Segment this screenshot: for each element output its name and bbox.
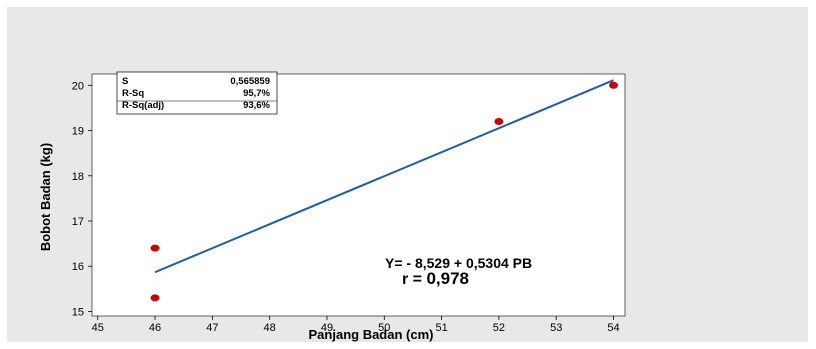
stat-value-rsq-adj: 93,6% [243, 100, 270, 111]
regression-line [154, 79, 614, 274]
x-tick-label: 47 [206, 322, 218, 334]
x-tick-label: 49 [321, 322, 333, 334]
x-tick-label: 51 [435, 322, 447, 334]
x-tick-label: 50 [378, 322, 390, 334]
y-tick-label: 15 [72, 306, 84, 318]
data-point [494, 117, 504, 125]
chart-figure: 45 46 47 48 49 50 51 52 53 54 15 16 17 18 19 20 Panjan… [7, 7, 808, 342]
x-tick-label: 48 [264, 322, 276, 334]
y-axis-title: Bobot Badan (kg) [38, 143, 53, 251]
stats-table-border [116, 71, 278, 115]
y-tick-label: 18 [72, 171, 84, 183]
x-tick-label: 45 [92, 322, 104, 334]
r-value: 0,978 [426, 269, 469, 288]
x-tick-label: 54 [607, 322, 619, 334]
x-tick-label: 46 [149, 322, 161, 334]
regression-equation: Y= - 8,529 + 0,5304 PB [385, 255, 532, 271]
correlation-coefficient: r = 0,978 [402, 269, 469, 288]
y-tick-label: 16 [72, 261, 84, 273]
data-point [609, 81, 619, 89]
x-tick-label: 52 [493, 322, 505, 334]
stat-label-s: S [122, 76, 128, 87]
scatter-chart: 45 46 47 48 49 50 51 52 53 54 15 16 17 18 19 20 Panjan… [38, 71, 626, 342]
stat-label-rsq-adj: R-Sq(adj) [122, 100, 164, 111]
x-axis-title: Panjang Badan (cm) [309, 327, 434, 342]
y-tick-label: 20 [72, 80, 84, 92]
data-point [150, 244, 160, 252]
r-label: r = [402, 271, 426, 288]
data-point [150, 294, 160, 302]
y-tick-label: 19 [72, 126, 84, 138]
x-tick-label: 53 [550, 322, 562, 334]
stat-label-rsq: R-Sq [122, 88, 144, 99]
stats-table: S 0,565859 R-Sq 95,7% R-Sq(adj) 93,6% [116, 71, 278, 115]
stat-value-rsq: 95,7% [243, 88, 270, 99]
y-tick-label: 17 [72, 216, 84, 228]
stat-value-s: 0,565859 [230, 76, 270, 87]
